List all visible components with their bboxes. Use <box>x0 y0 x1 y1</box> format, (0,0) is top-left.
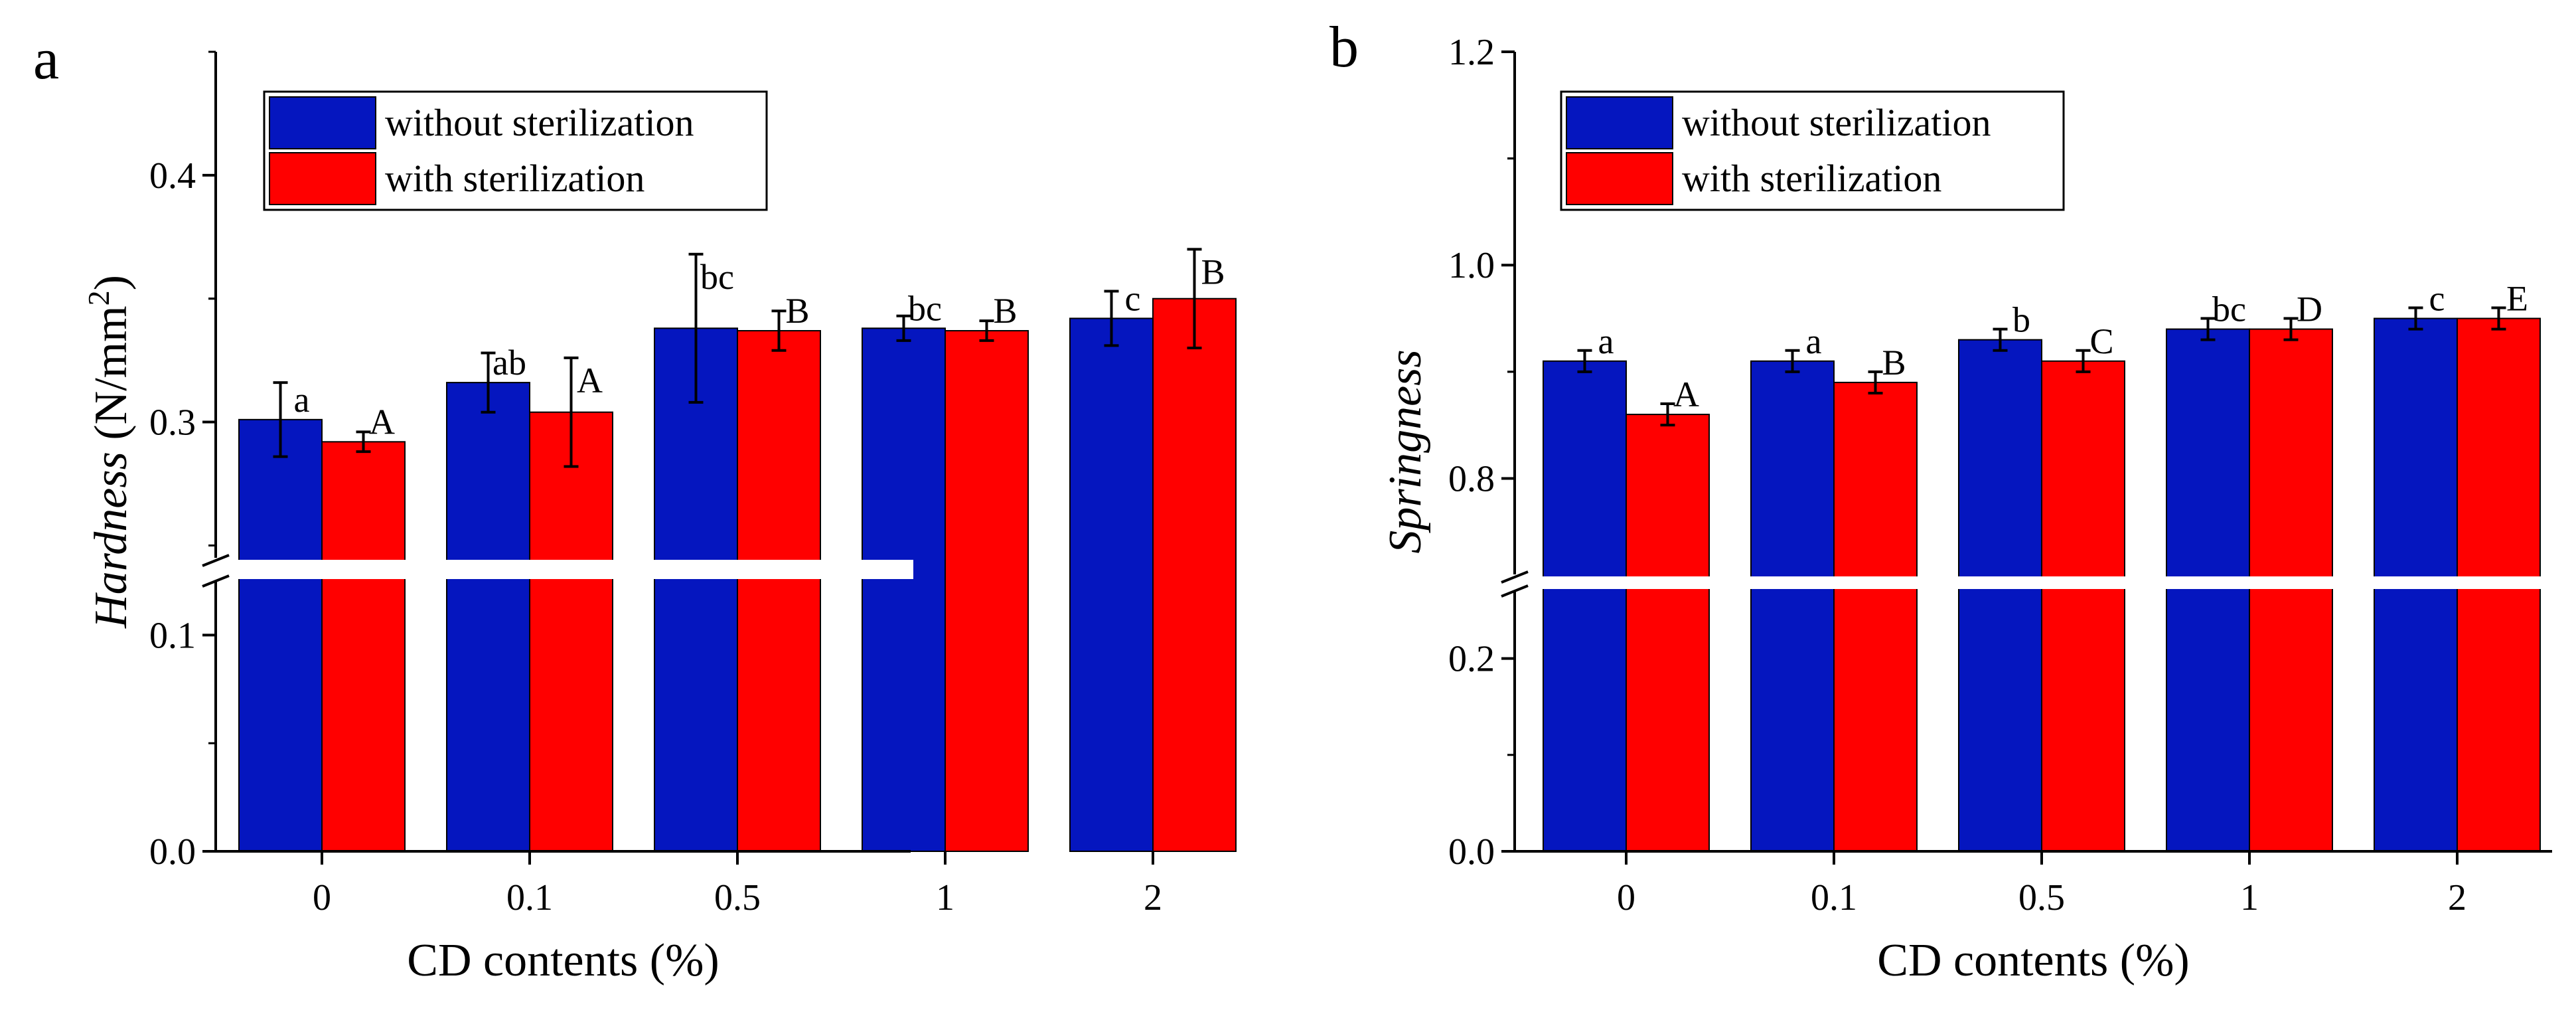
bar-without-sterilization-2 <box>654 327 738 852</box>
legend-label: with sterilization <box>1682 157 1941 200</box>
significance-label-with-2: C <box>2089 321 2113 361</box>
legend-label: without sterilization <box>385 101 694 144</box>
bar-without-sterilization-4 <box>1069 317 1154 852</box>
y-tick-label: 0.3 <box>149 402 196 444</box>
y-axis-title-quantity: Springness <box>1380 349 1431 553</box>
x-axis-title: CD contents (%) <box>1877 935 2189 986</box>
significance-label-without-0: a <box>294 380 310 420</box>
x-axis-title: CD contents (%) <box>407 935 719 986</box>
significance-label-without-4: c <box>2429 279 2445 319</box>
x-tick-label: 0 <box>1617 877 1635 918</box>
x-tick-label: 0.5 <box>2018 877 2065 918</box>
y-tick-label: 0.0 <box>1448 831 1495 873</box>
y-axis-title-close: ) <box>86 275 137 290</box>
significance-label-without-2: b <box>2012 300 2030 340</box>
bar-with-sterilization-1 <box>1833 381 1918 852</box>
x-tick-label: 0.1 <box>506 877 553 918</box>
panel-label: a <box>33 27 59 92</box>
significance-label-with-2: B <box>785 291 809 331</box>
significance-label-without-3: bc <box>908 288 942 328</box>
y-axis-title-unit: (N/mm <box>86 305 137 452</box>
legend-label: with sterilization <box>385 157 644 200</box>
axis-break-mark-upper <box>1501 570 1529 584</box>
bar-without-sterilization-1 <box>1750 360 1835 852</box>
legend-swatch-without-sterilization <box>1566 96 1673 149</box>
bar-with-sterilization-3 <box>945 330 1029 852</box>
significance-label-without-1: a <box>1806 321 1822 361</box>
significance-label-with-1: A <box>577 361 603 400</box>
significance-label-with-0: A <box>369 402 395 442</box>
y-tick-label: 0.0 <box>149 831 196 873</box>
bar-without-sterilization-1 <box>446 382 530 852</box>
legend-swatch-with-sterilization <box>269 152 376 205</box>
legend-swatch-with-sterilization <box>1566 152 1673 205</box>
bar-with-sterilization-2 <box>2041 360 2125 852</box>
y-tick-label: 1.0 <box>1448 245 1495 286</box>
x-tick-label: 0 <box>313 877 331 918</box>
significance-label-without-3: bc <box>2212 290 2246 329</box>
x-tick-label: 2 <box>1144 877 1162 918</box>
y-tick-label: 1.2 <box>1448 32 1495 73</box>
axis-break-gap <box>213 560 913 579</box>
significance-label-with-4: B <box>1201 252 1225 292</box>
bar-with-sterilization-2 <box>737 330 821 852</box>
y-axis-title: Springness <box>1380 349 1431 553</box>
x-tick-label: 0.5 <box>714 877 761 918</box>
significance-label-without-1: ab <box>492 343 526 382</box>
panel-label: b <box>1329 15 1359 80</box>
bar-with-sterilization-0 <box>321 441 406 852</box>
bar-with-sterilization-3 <box>2249 328 2333 852</box>
significance-label-with-3: B <box>993 291 1017 331</box>
y-axis-title-quantity: Hardness <box>86 452 137 629</box>
significance-label-without-0: a <box>1598 321 1614 361</box>
y-tick-label: 0.8 <box>1448 458 1495 499</box>
y-axis-title-superscript: 2 <box>82 290 115 305</box>
y-axis-title: Hardness (N/mm2) <box>82 275 137 629</box>
bar-with-sterilization-1 <box>529 411 613 852</box>
legend-swatch-without-sterilization <box>269 96 376 149</box>
bar-without-sterilization-3 <box>2166 328 2250 852</box>
y-tick-label: 0.2 <box>1448 639 1495 680</box>
significance-label-with-1: B <box>1882 343 1906 382</box>
axis-break-mark-upper <box>202 554 230 567</box>
significance-label-without-2: bc <box>700 257 734 297</box>
x-tick-label: 0.1 <box>1811 877 1857 918</box>
legend-label: without sterilization <box>1682 101 1991 144</box>
x-tick-label: 2 <box>2448 877 2466 918</box>
bar-with-sterilization-4 <box>1152 297 1237 852</box>
x-tick-label: 1 <box>2240 877 2259 918</box>
legend: without sterilization with sterilization <box>1560 90 2065 211</box>
axis-break-mark-lower <box>202 574 230 588</box>
legend: without sterilization with sterilization <box>263 90 768 211</box>
bar-without-sterilization-2 <box>1958 339 2042 852</box>
significance-label-with-4: E <box>2506 279 2528 319</box>
x-tick-label: 1 <box>936 877 954 918</box>
significance-label-with-0: A <box>1673 375 1699 414</box>
significance-label-with-3: D <box>2297 290 2322 329</box>
y-tick-label: 0.4 <box>149 155 196 197</box>
bar-without-sterilization-3 <box>862 327 946 852</box>
y-tick-label: 0.1 <box>149 615 196 656</box>
bar-without-sterilization-0 <box>1543 360 1627 852</box>
axis-break-mark-lower <box>1501 584 1529 598</box>
bar-with-sterilization-0 <box>1626 414 1710 852</box>
bar-without-sterilization-0 <box>238 418 323 852</box>
axis-break-gap <box>1512 576 2555 589</box>
significance-label-without-4: c <box>1125 278 1141 318</box>
